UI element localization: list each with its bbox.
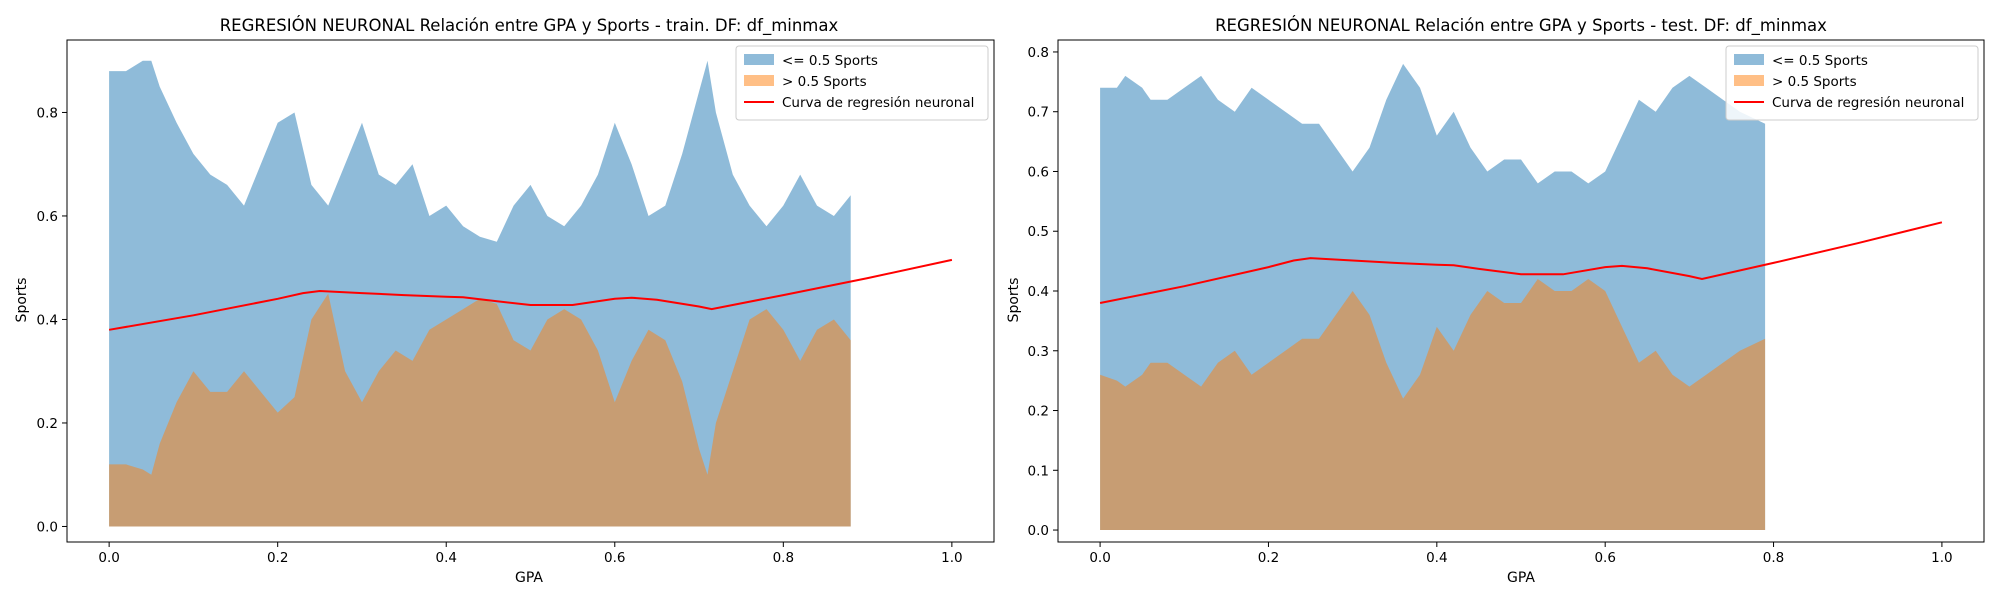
x-axis-ticks: 0.0 0.2 0.4 0.6 0.8 1.0 — [1089, 542, 1953, 566]
y-tick-label: 0.8 — [37, 105, 58, 121]
x-tick-label: 1.0 — [1931, 550, 1952, 566]
y-tick-label: 0.5 — [1028, 224, 1049, 240]
y-tick-label: 0.0 — [1028, 523, 1049, 539]
y-axis-ticks: 0.0 0.1 0.2 0.3 0.4 0.5 0.6 0.7 0.8 — [1028, 45, 1058, 539]
y-tick-label: 0.4 — [37, 312, 58, 328]
y-axis-ticks: 0.0 0.2 0.4 0.6 0.8 — [37, 105, 67, 535]
legend-label-regression-curve: Curva de regresión neuronal — [782, 95, 974, 111]
x-tick-label: 0.0 — [1089, 550, 1110, 566]
axes-frame — [1057, 39, 1985, 543]
regression-curve-line — [1099, 221, 1943, 304]
legend-box — [1725, 45, 1979, 121]
y-axis-label: Sports — [1006, 278, 1022, 323]
y-tick-label: 0.2 — [37, 416, 58, 432]
legend-label-high-sports: > 0.5 Sports — [782, 74, 867, 90]
y-tick-label: 0.3 — [1028, 344, 1049, 360]
legend-label-low-sports: <= 0.5 Sports — [782, 53, 878, 69]
x-tick-label: 0.4 — [1426, 550, 1447, 566]
x-tick-label: 0.2 — [267, 550, 288, 566]
x-tick-label: 0.6 — [604, 550, 625, 566]
x-tick-label: 0.4 — [435, 550, 456, 566]
x-tick-label: 0.0 — [98, 550, 119, 566]
train-chart: REGRESIÓN NEURONAL Relación entre GPA y … — [14, 16, 995, 586]
chart-title: REGRESIÓN NEURONAL Relación entre GPA y … — [1215, 16, 1827, 36]
y-axis-label: Sports — [14, 278, 30, 323]
chart-title: REGRESIÓN NEURONAL Relación entre GPA y … — [220, 16, 839, 36]
legend-swatch-low-sports — [744, 54, 774, 65]
legend-swatch-low-sports — [1734, 54, 1764, 65]
plot-area — [1099, 63, 1943, 531]
x-tick-label: 0.8 — [773, 550, 794, 566]
legend: <= 0.5 Sports > 0.5 Sports Curva de regr… — [1725, 45, 1979, 121]
y-tick-label: 0.6 — [1028, 164, 1049, 180]
x-axis-label: GPA — [1507, 570, 1535, 586]
legend: <= 0.5 Sports > 0.5 Sports Curva de regr… — [735, 45, 989, 121]
legend-label-low-sports: <= 0.5 Sports — [1772, 53, 1868, 69]
y-tick-label: 0.4 — [1028, 284, 1049, 300]
area-high-sports — [1100, 279, 1766, 530]
legend-swatch-high-sports — [1734, 75, 1764, 86]
x-tick-label: 0.2 — [1258, 550, 1279, 566]
legend-label-regression-curve: Curva de regresión neuronal — [1772, 95, 1964, 111]
y-tick-label: 0.2 — [1028, 404, 1049, 420]
y-tick-label: 0.8 — [1028, 45, 1049, 61]
y-tick-label: 0.6 — [37, 209, 58, 225]
legend-box — [735, 45, 989, 121]
x-tick-label: 0.8 — [1763, 550, 1784, 566]
area-high-sports — [109, 293, 851, 527]
plot-area — [108, 60, 953, 527]
x-axis-label: GPA — [515, 570, 543, 586]
y-tick-label: 0.1 — [1028, 463, 1049, 479]
x-axis-ticks: 0.0 0.2 0.4 0.6 0.8 1.0 — [98, 542, 963, 566]
y-tick-label: 0.7 — [1028, 105, 1049, 121]
x-tick-label: 1.0 — [941, 550, 962, 566]
regression-curve-line — [108, 258, 953, 331]
x-tick-label: 0.6 — [1594, 550, 1615, 566]
y-tick-label: 0.0 — [37, 519, 58, 535]
axes-frame — [66, 39, 995, 543]
legend-swatch-high-sports — [744, 75, 774, 86]
test-chart: REGRESIÓN NEURONAL Relación entre GPA y … — [1006, 16, 1985, 586]
legend-label-high-sports: > 0.5 Sports — [1772, 74, 1857, 90]
